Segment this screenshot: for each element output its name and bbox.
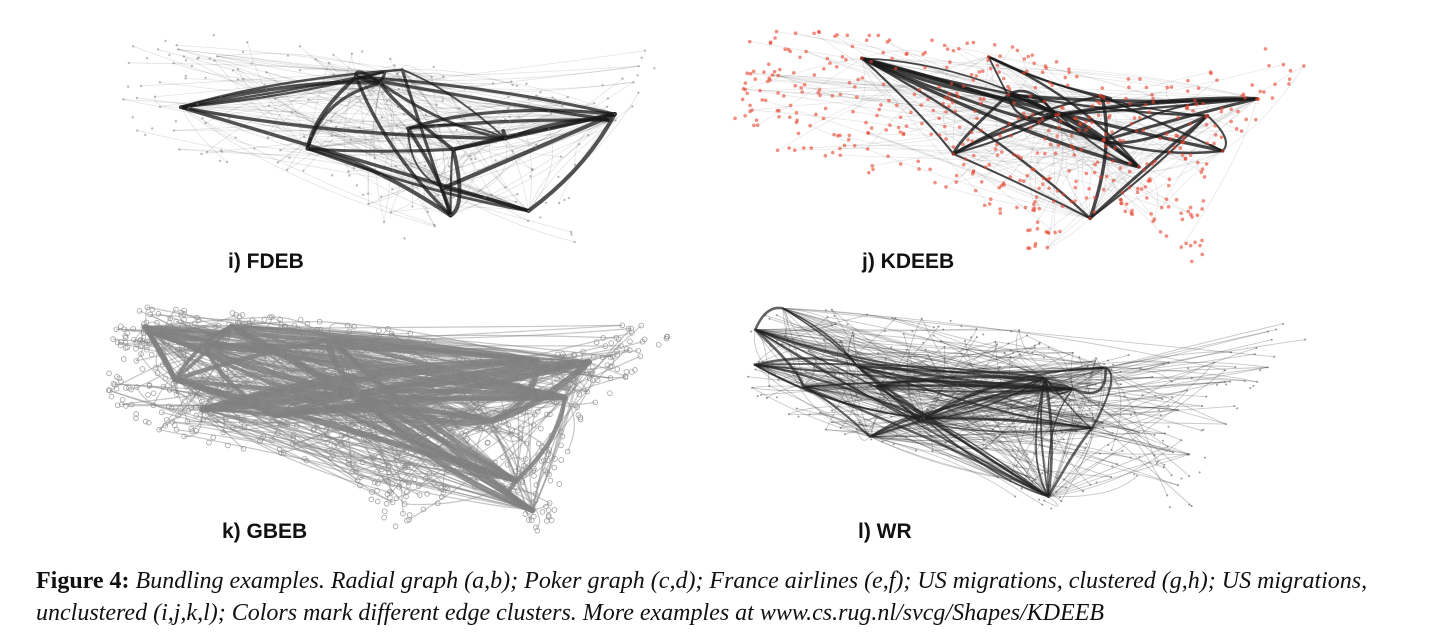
wr-bundling-image: [747, 306, 1307, 510]
panel-label-fdeb: i) FDEB: [228, 250, 304, 273]
fdeb-bundling-image: [122, 34, 656, 244]
panel-label-kdeeb: j) KDEEB: [862, 250, 955, 273]
panel-fdeb: [90, 10, 705, 265]
caption-text: Bundling examples. Radial graph (a,b); P…: [36, 568, 1368, 626]
caption-lead: Figure 4:: [36, 568, 130, 594]
figure-caption: Figure 4: Bundling examples. Radial grap…: [36, 565, 1441, 629]
panel-label-wr: l) WR: [858, 520, 912, 543]
panel-label-gbeb: k) GBEB: [222, 520, 308, 543]
panel-wr: [720, 285, 1340, 540]
kdeeb-bundling-image: [733, 29, 1306, 264]
panel-kdeeb: [715, 5, 1340, 280]
panel-gbeb: [85, 285, 695, 550]
gbeb-bundling-image: [105, 304, 671, 534]
